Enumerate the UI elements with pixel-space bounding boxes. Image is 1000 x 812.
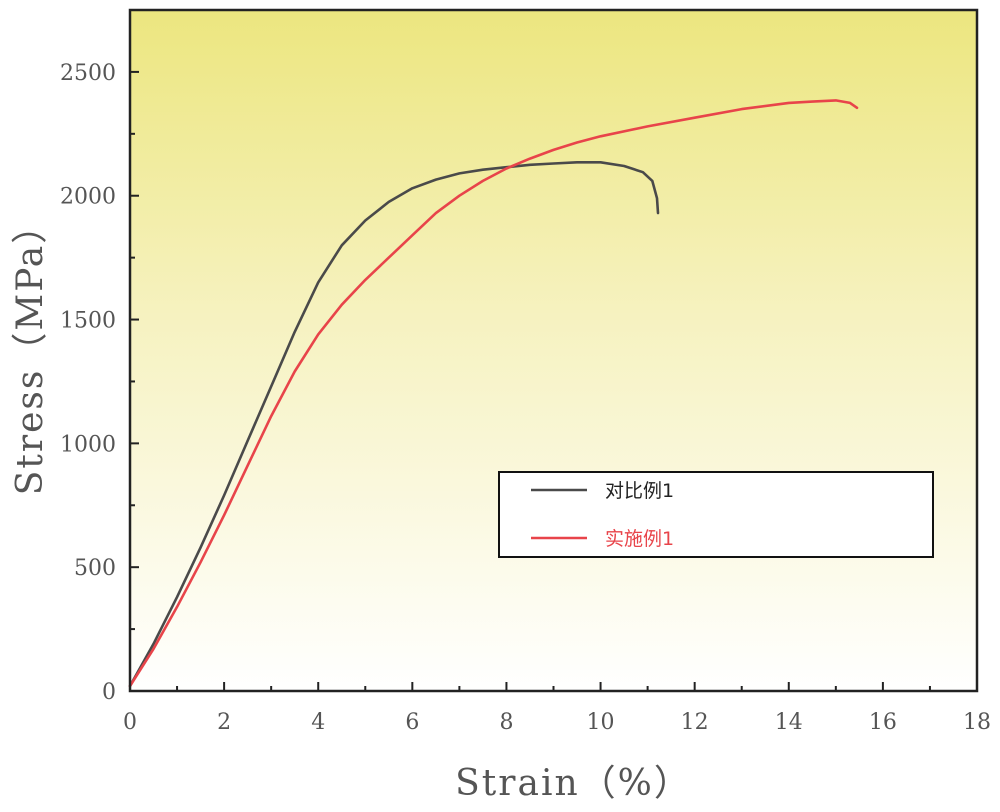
y-tick-label: 2000 xyxy=(60,185,116,210)
y-tick-labels: 0 500 1000 1500 2000 2500 xyxy=(60,61,116,705)
y-tick-label: 500 xyxy=(74,556,116,581)
y-tick-label: 0 xyxy=(102,680,116,705)
x-tick-label: 2 xyxy=(217,710,231,735)
y-tick-label: 2500 xyxy=(60,61,116,86)
plot-area xyxy=(130,10,977,691)
x-tick-label: 14 xyxy=(775,710,803,735)
legend-label: 对比例1 xyxy=(605,480,674,502)
x-tick-label: 6 xyxy=(405,710,419,735)
y-axis-title: Stress（MPa） xyxy=(10,206,51,496)
legend: 对比例1 实施例1 xyxy=(499,472,933,557)
x-tick-label: 18 xyxy=(963,710,991,735)
y-tick-label: 1500 xyxy=(60,309,116,334)
x-tick-label: 8 xyxy=(499,710,513,735)
legend-label: 实施例1 xyxy=(605,528,674,550)
x-tick-label: 10 xyxy=(587,710,615,735)
y-tick-label: 1000 xyxy=(60,432,116,457)
x-axis-title: Strain（%） xyxy=(455,763,692,804)
x-tick-label: 16 xyxy=(869,710,897,735)
x-tick-label: 12 xyxy=(681,710,709,735)
x-tick-label: 0 xyxy=(123,710,137,735)
x-tick-label: 4 xyxy=(311,710,325,735)
x-tick-labels: 0 2 4 6 8 10 12 14 16 18 xyxy=(123,710,991,735)
legend-box xyxy=(499,472,933,557)
